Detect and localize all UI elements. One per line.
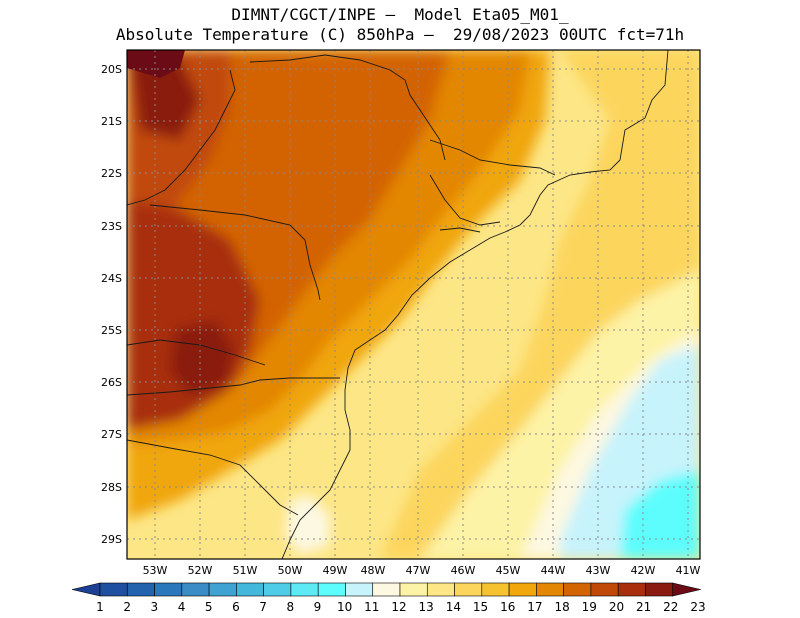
- colorbar-left-arrow: [71, 582, 101, 597]
- lon-label: 48W: [361, 564, 386, 577]
- lat-label: 21S: [101, 115, 122, 128]
- colorbar-label: 11: [364, 600, 379, 614]
- lon-label: 49W: [323, 564, 348, 577]
- colorbar-swatch: [426, 582, 455, 597]
- colorbar-swatch: [181, 582, 210, 597]
- colorbar-swatch: [208, 582, 237, 597]
- colorbar-label: 10: [337, 600, 352, 614]
- colorbar-swatch: [617, 582, 646, 597]
- lon-label: 44W: [541, 564, 566, 577]
- latitude-labels: 20S 21S 22S 23S 24S 25S 26S 27S 28S 29S: [101, 63, 122, 546]
- colorbar-label: 1: [96, 600, 104, 614]
- colorbar-swatch: [317, 582, 346, 597]
- colorbar-label: 22: [663, 600, 678, 614]
- lon-label: 51W: [233, 564, 258, 577]
- colorbar: 1 2 3 4 5 6 7 8 9 10 11 12 13 14 15 16 17 18 19 20 21 22 23: [71, 582, 706, 614]
- colorbar-swatch: [454, 582, 483, 597]
- lat-label: 26S: [101, 376, 122, 389]
- colorbar-label: 16: [500, 600, 515, 614]
- graticule: [127, 50, 700, 559]
- lat-label: 24S: [101, 272, 122, 285]
- colorbar-swatch: [154, 582, 183, 597]
- lat-label: 22S: [101, 167, 122, 180]
- lon-label: 46W: [451, 564, 476, 577]
- colorbar-swatch: [536, 582, 564, 597]
- lon-label: 52W: [188, 564, 213, 577]
- colorbar-swatch: [345, 582, 374, 597]
- colorbar-label: 19: [582, 600, 597, 614]
- colorbar-label: 13: [419, 600, 434, 614]
- colorbar-label: 15: [473, 600, 488, 614]
- temperature-field: [127, 50, 700, 559]
- colorbar-swatch: [290, 582, 319, 597]
- colorbar-label: 4: [178, 600, 186, 614]
- colorbar-swatch: [590, 582, 619, 597]
- colorbar-swatch: [508, 582, 537, 597]
- lat-label: 27S: [101, 428, 122, 441]
- colorbar-label: 21: [636, 600, 651, 614]
- colorbar-swatch: [126, 582, 155, 597]
- map-title-line1: DIMNT/CGCT/INPE – Model Eta05_M01_: [231, 5, 569, 24]
- lon-label: 50W: [278, 564, 303, 577]
- colorbar-label: 18: [554, 600, 569, 614]
- lon-label: 45W: [496, 564, 521, 577]
- lat-label: 28S: [101, 481, 122, 494]
- lon-label: 43W: [586, 564, 611, 577]
- lon-label: 47W: [406, 564, 431, 577]
- colorbar-label: 9: [314, 600, 322, 614]
- colorbar-label: 5: [205, 600, 213, 614]
- colorbar-label: 12: [391, 600, 406, 614]
- colorbar-swatch: [372, 582, 401, 597]
- lat-label: 23S: [101, 220, 122, 233]
- colorbar-swatch: [236, 582, 264, 597]
- lat-label: 29S: [101, 533, 122, 546]
- lon-label: 42W: [631, 564, 656, 577]
- colorbar-label: 7: [259, 600, 267, 614]
- colorbar-swatch: [481, 582, 510, 597]
- colorbar-label: 17: [527, 600, 542, 614]
- colorbar-label: 6: [232, 600, 240, 614]
- lat-label: 20S: [101, 63, 122, 76]
- map-title-line2: Absolute Temperature (C) 850hPa – 29/08/…: [115, 25, 685, 44]
- longitude-labels: 53W 52W 51W 50W 49W 48W 47W 46W 45W 44W …: [143, 564, 701, 577]
- colorbar-swatch: [645, 582, 674, 597]
- colorbar-right-arrow: [672, 582, 701, 597]
- colorbar-label: 3: [151, 600, 159, 614]
- colorbar-label: 20: [609, 600, 624, 614]
- colorbar-label: 23: [690, 600, 705, 614]
- colorbar-label: 8: [286, 600, 294, 614]
- colorbar-swatch: [263, 582, 292, 597]
- colorbar-label: 14: [446, 600, 461, 614]
- lat-label: 25S: [101, 324, 122, 337]
- map-frame: [126, 49, 701, 560]
- colorbar-swatch: [399, 582, 428, 597]
- lon-label: 53W: [143, 564, 168, 577]
- colorbar-swatch: [99, 582, 128, 597]
- colorbar-label: 2: [123, 600, 131, 614]
- political-borders: [127, 50, 669, 559]
- lon-label: 41W: [676, 564, 701, 577]
- colorbar-swatch: [563, 582, 592, 597]
